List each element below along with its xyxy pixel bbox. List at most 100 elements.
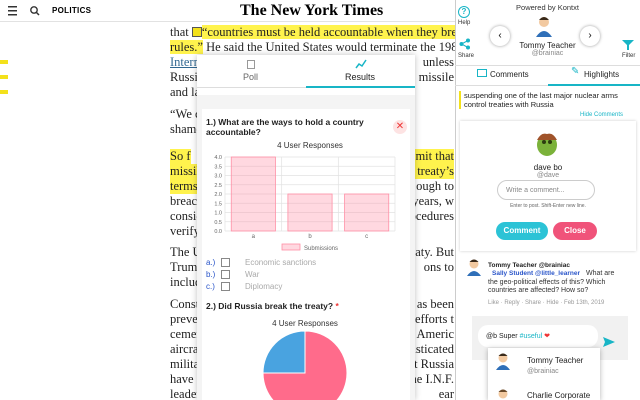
article-fragment: p Americ xyxy=(407,327,454,341)
suggestion-name[interactable]: Charlie Corporate xyxy=(527,391,591,400)
article-fragment: aircraf xyxy=(170,342,203,356)
reply-text: @b Super xyxy=(486,333,518,340)
option-texts: Economic sanctions War Diplomacy xyxy=(245,257,316,293)
article-fragment: leader xyxy=(170,387,201,400)
article-fragment: Intern xyxy=(170,55,200,69)
article-fragment: he I.N.F. xyxy=(410,372,454,386)
tab-results[interactable]: Results xyxy=(345,72,376,82)
y-tick-label: 3.0 xyxy=(214,174,222,180)
section-label[interactable]: POLITICS xyxy=(52,6,92,15)
reply-input[interactable]: @b Super #useful ❤ xyxy=(478,325,598,347)
y-tick-label: 2.5 xyxy=(214,183,222,189)
article-fragment: breach xyxy=(170,194,204,208)
highlight-icon[interactable] xyxy=(191,27,202,37)
checkbox[interactable] xyxy=(221,270,230,279)
article-fragment: years, w xyxy=(412,194,454,208)
highlighted-quote[interactable]: rules.” xyxy=(170,40,203,54)
share-icon[interactable] xyxy=(459,38,471,50)
question-2-text: 2.) Did Russia break the treaty? xyxy=(206,301,334,311)
thread-text: What are the geo-political effects of th… xyxy=(488,270,615,294)
thread-author: Tommy Teacher @brainiac xyxy=(488,262,570,269)
highlight-excerpt[interactable]: suspending one of the last major nuclear… xyxy=(459,91,629,109)
article-line: that “countries must be held accountable… xyxy=(170,25,488,40)
powered-by: Powered by Kontxt xyxy=(516,3,579,12)
x-tick-label: a xyxy=(252,234,256,240)
close-button[interactable]: ✕ xyxy=(393,120,407,134)
bar xyxy=(230,156,276,232)
legend-label: Submissions xyxy=(304,246,338,252)
reply-heart: ❤ xyxy=(544,333,550,340)
tab-underline xyxy=(306,86,415,88)
article-fragment: Russia xyxy=(170,70,204,84)
pie-slice xyxy=(262,330,348,400)
highlighted-quote[interactable]: “countries must be held accountable when… xyxy=(201,25,488,39)
poll-icon xyxy=(247,60,255,69)
thread-mention[interactable]: Sally Student @little_learner xyxy=(492,270,580,277)
bar xyxy=(344,193,390,232)
article-fragment: Constr xyxy=(170,297,204,311)
pie-slice xyxy=(262,330,306,374)
required-mark: * xyxy=(335,301,339,311)
article-fragment: have r xyxy=(170,372,201,386)
filter-label[interactable]: Filter xyxy=(622,53,636,59)
legend-swatch xyxy=(281,243,301,251)
article-fragment: eaty. But xyxy=(409,245,454,259)
close-button[interactable]: Close xyxy=(553,222,597,240)
article-fragment: ocedures xyxy=(409,209,454,223)
y-tick-label: 2.0 xyxy=(214,192,222,198)
article-fragment: e treaty’s xyxy=(408,164,454,179)
prev-user[interactable]: ‹ xyxy=(490,26,510,46)
tab-underline xyxy=(548,84,640,86)
help-icon[interactable]: ? xyxy=(458,6,470,18)
nav-icons[interactable] xyxy=(8,5,42,17)
article-line: rules.” He said the United States would … xyxy=(170,40,464,55)
suggestion-handle[interactable]: @brainiac xyxy=(527,368,559,375)
bar xyxy=(287,193,333,232)
option-letter: c.) xyxy=(206,282,215,291)
article-fragment: consid xyxy=(170,209,203,223)
checkbox[interactable] xyxy=(221,282,230,291)
article-fragment: The Ur xyxy=(170,245,206,259)
option-letter: a.) xyxy=(206,258,216,267)
poll-charts: 4 User Responses 0.0 0.5 1.0 1.5 2.0 2.5 3.0 3.5… xyxy=(214,141,396,400)
share-label[interactable]: Share xyxy=(458,53,475,59)
card-name: dave bo xyxy=(533,163,563,172)
tab-highlights[interactable]: Highlights xyxy=(584,70,620,79)
option-text: War xyxy=(245,270,260,279)
option-text: Diplomacy xyxy=(245,282,283,291)
hide-comments[interactable]: Hide Comments xyxy=(580,112,624,118)
y-tick-label: 0.0 xyxy=(214,229,222,235)
send-button[interactable] xyxy=(603,337,615,347)
filter-icon[interactable] xyxy=(622,40,634,50)
question-2: 2.) Did Russia break the treaty? * xyxy=(206,301,339,311)
checkbox[interactable] xyxy=(221,258,230,267)
option-text: Economic sanctions xyxy=(245,258,317,267)
article-fragment: ons to xyxy=(423,260,454,274)
dave-avatar xyxy=(537,133,557,156)
article-fragment: includ xyxy=(170,275,202,289)
results-icon xyxy=(355,59,367,69)
article-fragment: missile xyxy=(418,70,454,84)
thread-actions[interactable]: Like · Reply · Share · Hide · Feb 13th, … xyxy=(488,300,605,306)
article-fragment: at Russia xyxy=(408,357,454,371)
help-label[interactable]: Help xyxy=(458,20,471,26)
article-fragment: “We c xyxy=(170,107,201,121)
article-fragment: missile xyxy=(170,164,206,179)
suggestion-name[interactable]: Tommy Teacher xyxy=(527,356,584,365)
comment-input[interactable]: Write a comment... xyxy=(497,180,595,200)
y-tick-label: 1.5 xyxy=(214,201,222,207)
question-1: 1.) What are the ways to hold a country … xyxy=(206,117,364,137)
article-fragment: terms. xyxy=(170,179,201,194)
reply-tag: #useful xyxy=(519,333,543,340)
tab-comments[interactable]: Comments xyxy=(490,70,529,79)
article-fragment: verify xyxy=(170,224,200,238)
tab-poll[interactable]: Poll xyxy=(243,72,259,82)
article-fragment: ear xyxy=(438,387,454,400)
logo[interactable]: The New York Times xyxy=(240,2,384,19)
next-user[interactable]: › xyxy=(580,26,600,46)
article-fragment: isticated xyxy=(412,342,454,356)
comment-button[interactable]: Comment xyxy=(496,222,548,240)
margin-marker xyxy=(0,60,8,64)
article-text: He said the United States would terminat… xyxy=(206,40,464,54)
